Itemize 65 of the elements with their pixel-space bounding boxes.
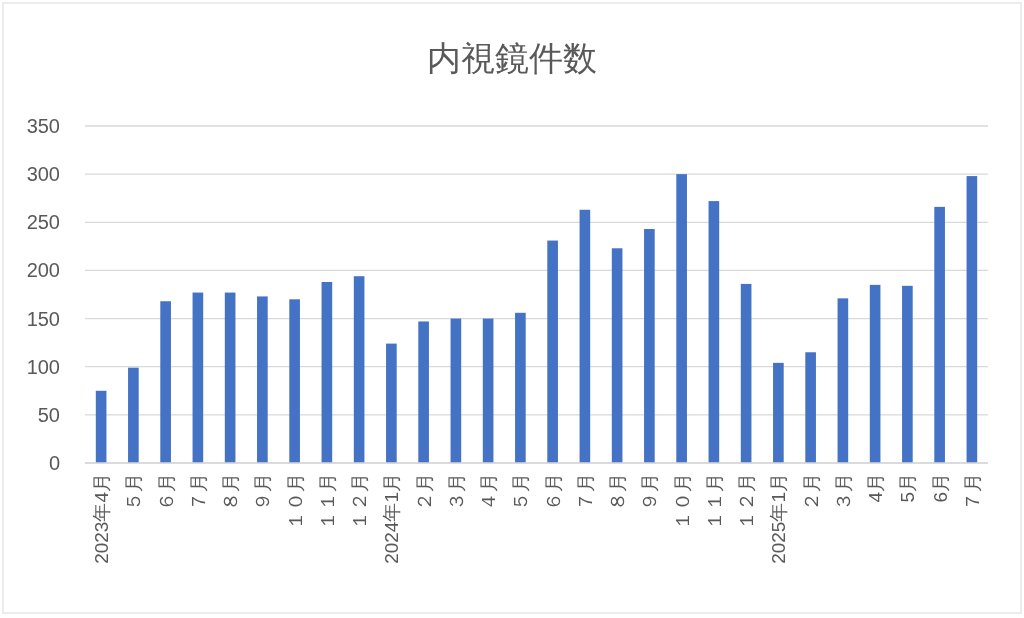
bar [644,229,655,463]
bar [934,206,945,463]
x-tick-label: 6月 [929,473,951,503]
x-tick-label: １０月 [284,473,306,530]
bar [579,209,591,463]
x-tick-label: ９月 [639,473,661,511]
y-tick-label: 50 [37,403,60,426]
y-tick-label: 0 [48,452,60,474]
bar [611,248,623,463]
y-tick-label: 200 [26,259,60,282]
x-tick-label: １０月 [671,473,693,530]
y-tick-label: 350 [26,115,60,137]
x-tick-label: １１月 [703,473,725,530]
x-tick-label: 4月 [865,473,887,503]
bar [450,318,462,463]
bar [676,174,687,463]
bar [128,367,139,463]
bar [869,284,881,463]
x-tick-label: １２月 [736,473,758,530]
x-tick-label: ４月 [478,473,500,511]
bar [515,312,526,463]
x-tick-label: ８月 [220,473,242,511]
bar [418,321,429,463]
bar [740,283,752,463]
x-tick-label: ６月 [542,473,564,511]
bar [708,201,720,463]
bar [773,362,784,463]
x-tick-label: ２月 [800,473,822,511]
x-tick-label: 5月 [897,473,919,503]
bar [386,343,397,463]
x-tick-label: ７月 [187,473,209,511]
x-tick-label: １１月 [316,473,338,530]
chart-title: 内視鏡件数 [427,39,597,77]
bar [837,298,849,463]
bar [257,296,268,463]
bar [902,285,913,463]
x-tick-label: ９月 [252,473,274,511]
bar [95,390,107,463]
x-tick-label: ５月 [123,473,145,511]
x-tick-label: 2025年1月 [768,473,790,564]
bar [289,299,300,463]
bar [321,281,333,463]
y-tick-label: 100 [26,355,60,378]
y-tick-label: 300 [26,163,60,186]
x-tick-label: ６月 [155,473,177,511]
x-tick-label: ３月 [445,473,467,511]
bar [966,176,978,463]
bar [192,292,204,463]
x-tick-label: １２月 [349,473,371,530]
bar [805,352,816,463]
bar [482,318,494,463]
bar [353,276,365,463]
x-tick-label: ７月 [574,473,596,511]
x-tick-label: 2024年1月 [381,473,403,564]
x-tick-label: 2023年4月 [91,473,113,564]
y-tick-label: 250 [26,211,60,234]
bar [160,301,171,463]
x-tick-label: ２月 [413,473,435,511]
bar [224,292,236,463]
bar [547,240,558,463]
x-tick-label: ５月 [510,473,532,511]
y-tick-label: 150 [26,307,60,330]
x-tick-label: ３月 [832,473,854,511]
x-tick-label: ８月 [607,473,629,511]
x-tick-label: ７月 [961,473,983,511]
